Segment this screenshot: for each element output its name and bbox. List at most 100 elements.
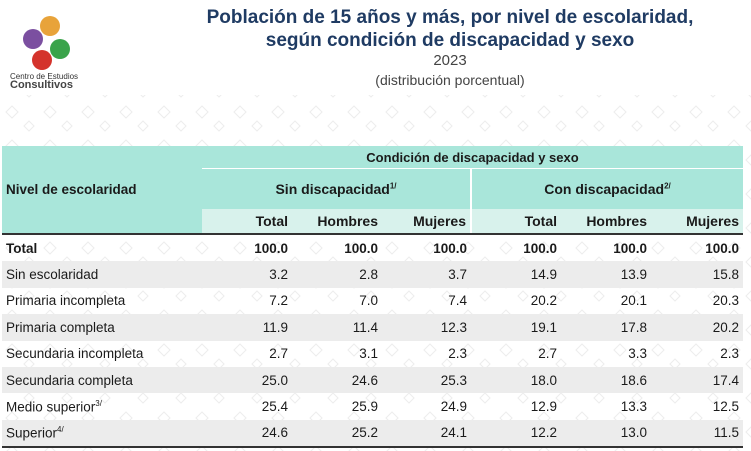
row-label-text: Superior <box>6 425 58 441</box>
cell-value: 11.5 <box>651 419 743 449</box>
table-row: Medio superior3/ 25.4 25.9 24.9 12.9 13.… <box>2 393 743 419</box>
cell-value: 25.4 <box>261 399 288 415</box>
cell-value: 20.1 <box>620 293 647 309</box>
cell-value: 17.4 <box>651 366 743 394</box>
page-title: Población de 15 años y más, por nivel de… <box>150 6 750 52</box>
cell-value: 14.9 <box>471 261 561 288</box>
cell-value: 2.8 <box>292 261 382 288</box>
cell-value: 12.3 <box>382 314 471 341</box>
logo-line2: Consultivos <box>10 79 73 91</box>
logo-green-circle <box>50 39 70 59</box>
cell-value: 13.3 <box>620 399 647 415</box>
logo-purple-circle <box>23 29 43 49</box>
cell-value: 13.0 <box>561 419 651 449</box>
row-label: Primaria completa <box>2 314 202 341</box>
cell-value: 3.7 <box>382 261 471 288</box>
table-row: Total 100.0 100.0 100.0 100.0 100.0 100.… <box>2 234 743 261</box>
cell-value: 24.6 <box>292 366 382 394</box>
data-table: Nivel de escolaridad Condición de discap… <box>2 146 743 449</box>
row-note: 4/ <box>57 425 64 435</box>
title-line1: Población de 15 años y más, por nivel de… <box>206 7 694 28</box>
cell-value: 7.4 <box>448 293 467 309</box>
row-note: 3/ <box>95 398 102 408</box>
cell-value: 12.9 <box>530 399 557 415</box>
table-body: Total 100.0 100.0 100.0 100.0 100.0 100.… <box>2 234 743 449</box>
cell-value: 7.0 <box>359 293 378 309</box>
row-label: Secundaria incompleta <box>2 341 202 367</box>
row-label-text: Medio superior <box>6 399 96 415</box>
cell-value: 7.2 <box>269 293 288 309</box>
logo-text: Centro de Estudios Consultivos <box>10 72 105 91</box>
cell-value: 100.0 <box>344 240 378 256</box>
header-con-discapacidad: Con discapacidad2/ <box>471 168 743 209</box>
row-label: Superior4/ <box>2 419 202 449</box>
cell-value: 19.1 <box>471 314 561 341</box>
year-label: 2023 <box>433 52 467 69</box>
cell-value: 100.0 <box>705 240 739 256</box>
table-row: Superior4/ 24.6 25.2 24.1 12.2 13.0 11.5 <box>2 419 743 449</box>
logo <box>10 14 100 94</box>
row-label-text: Secundaria completa <box>6 372 133 388</box>
cell-value: 15.8 <box>651 261 743 288</box>
logo-line1: Centro de Estudios <box>10 72 79 81</box>
cell-value: 24.9 <box>440 399 467 415</box>
cell-value: 20.2 <box>530 293 557 309</box>
cell-value: 12.2 <box>471 419 561 449</box>
cell-value: 12.5 <box>712 399 739 415</box>
con-label: Con discapacidad <box>544 181 665 197</box>
con-note: 2/ <box>664 181 671 191</box>
cell-value: 18.0 <box>471 366 561 394</box>
header-sin-discapacidad: Sin discapacidad1/ <box>202 168 472 209</box>
cell-value: 18.6 <box>561 366 651 394</box>
logo-orange-circle <box>40 16 60 36</box>
table-row: Primaria completa 11.9 11.4 12.3 19.1 17… <box>2 314 743 341</box>
cell-value: 2.7 <box>269 346 288 362</box>
cell-value: 100.0 <box>254 240 288 256</box>
cell-value: 20.2 <box>651 314 743 341</box>
cell-value: 24.1 <box>382 419 471 449</box>
row-label-text: Sin escolaridad <box>6 267 99 283</box>
cell-value: 25.2 <box>292 419 382 449</box>
row-label-text: Primaria incompleta <box>6 293 126 309</box>
table-row: Primaria incompleta 7.2 7.0 7.4 20.2 20.… <box>2 288 743 314</box>
row-label: Primaria incompleta <box>2 288 202 314</box>
cell-value: 20.3 <box>712 293 739 309</box>
cell-value: 2.3 <box>448 346 467 362</box>
cell-value: 3.3 <box>628 346 647 362</box>
col-con-total: Total <box>471 209 561 235</box>
cell-value: 11.4 <box>292 314 382 341</box>
cell-value: 11.9 <box>202 314 292 341</box>
row-label: Sin escolaridad <box>2 261 202 288</box>
cell-value: 17.8 <box>561 314 651 341</box>
row-label-text: Total <box>6 240 38 256</box>
title-line2: según condición de discapacidad y sexo <box>265 30 635 51</box>
row-label-text: Primaria completa <box>6 319 115 335</box>
cell-value: 25.9 <box>351 399 378 415</box>
cell-value: 2.3 <box>720 346 739 362</box>
col-sin-mujeres: Mujeres <box>382 209 472 235</box>
header-condicion: Condición de discapacidad y sexo <box>202 146 743 169</box>
row-label: Medio superior3/ <box>2 393 202 419</box>
logo-red-circle <box>32 50 52 70</box>
cell-value: 100.0 <box>613 240 647 256</box>
table-row: Secundaria incompleta 2.7 3.1 2.3 2.7 3.… <box>2 341 743 367</box>
col-sin-hombres: Hombres <box>292 209 382 235</box>
cell-value: 25.0 <box>202 366 292 394</box>
cell-value: 13.9 <box>561 261 651 288</box>
header-nivel: Nivel de escolaridad <box>2 146 202 235</box>
cell-value: 3.2 <box>202 261 292 288</box>
table-row: Sin escolaridad 3.2 2.8 3.7 14.9 13.9 15… <box>2 261 743 288</box>
cell-value: 100.0 <box>523 240 557 256</box>
cell-value: 25.3 <box>382 366 471 394</box>
cell-value: 3.1 <box>359 346 378 362</box>
col-sin-total: Total <box>202 209 292 235</box>
sin-note: 1/ <box>389 181 397 191</box>
row-label: Total <box>2 234 202 261</box>
col-con-hombres: Hombres <box>561 209 651 235</box>
table-row: Secundaria completa 25.0 24.6 25.3 18.0 … <box>2 366 743 394</box>
row-label: Secundaria completa <box>2 366 202 394</box>
subtitle-label: (distribución porcentual) <box>375 72 525 88</box>
cell-value: 100.0 <box>433 240 467 256</box>
col-con-mujeres: Mujeres <box>651 209 743 235</box>
sin-label: Sin discapacidad <box>275 181 390 197</box>
